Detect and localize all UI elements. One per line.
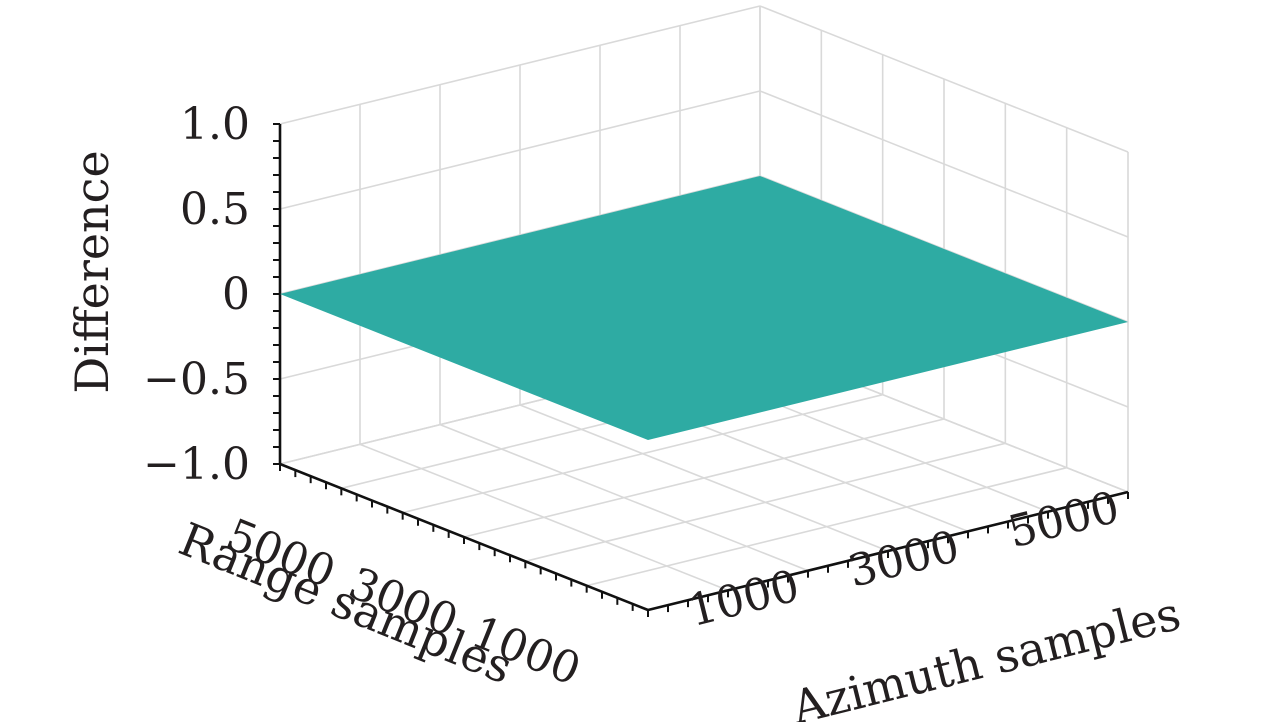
back-wall-grid-line (279, 5, 761, 125)
x-tick-label: 5000 (1003, 482, 1124, 559)
z-tick-label: 0 (222, 269, 250, 320)
floor-grid-line (525, 442, 1006, 563)
z-tick-label: −1.0 (143, 439, 250, 490)
z-tick-label: 0.5 (180, 184, 250, 235)
side-wall-grid-line (759, 90, 1129, 238)
x-tick-label: 1000 (683, 560, 804, 637)
floor-grid-line (402, 393, 883, 514)
side-wall-grid-line (759, 5, 1129, 153)
floor-grid-line (586, 466, 1067, 587)
z-tick-label: 1.0 (180, 99, 250, 150)
axis-layer (273, 123, 1129, 617)
z-axis-title: Difference (65, 150, 119, 393)
x-axis-title: Azimuth samples (786, 586, 1186, 722)
surface-layer (280, 176, 1128, 440)
x-tick-label: 3000 (843, 521, 964, 598)
z-tick-label: −0.5 (143, 354, 250, 405)
difference-surface (280, 176, 1128, 440)
back-wall-grid-line (279, 90, 761, 210)
floor-grid-line (463, 418, 945, 538)
